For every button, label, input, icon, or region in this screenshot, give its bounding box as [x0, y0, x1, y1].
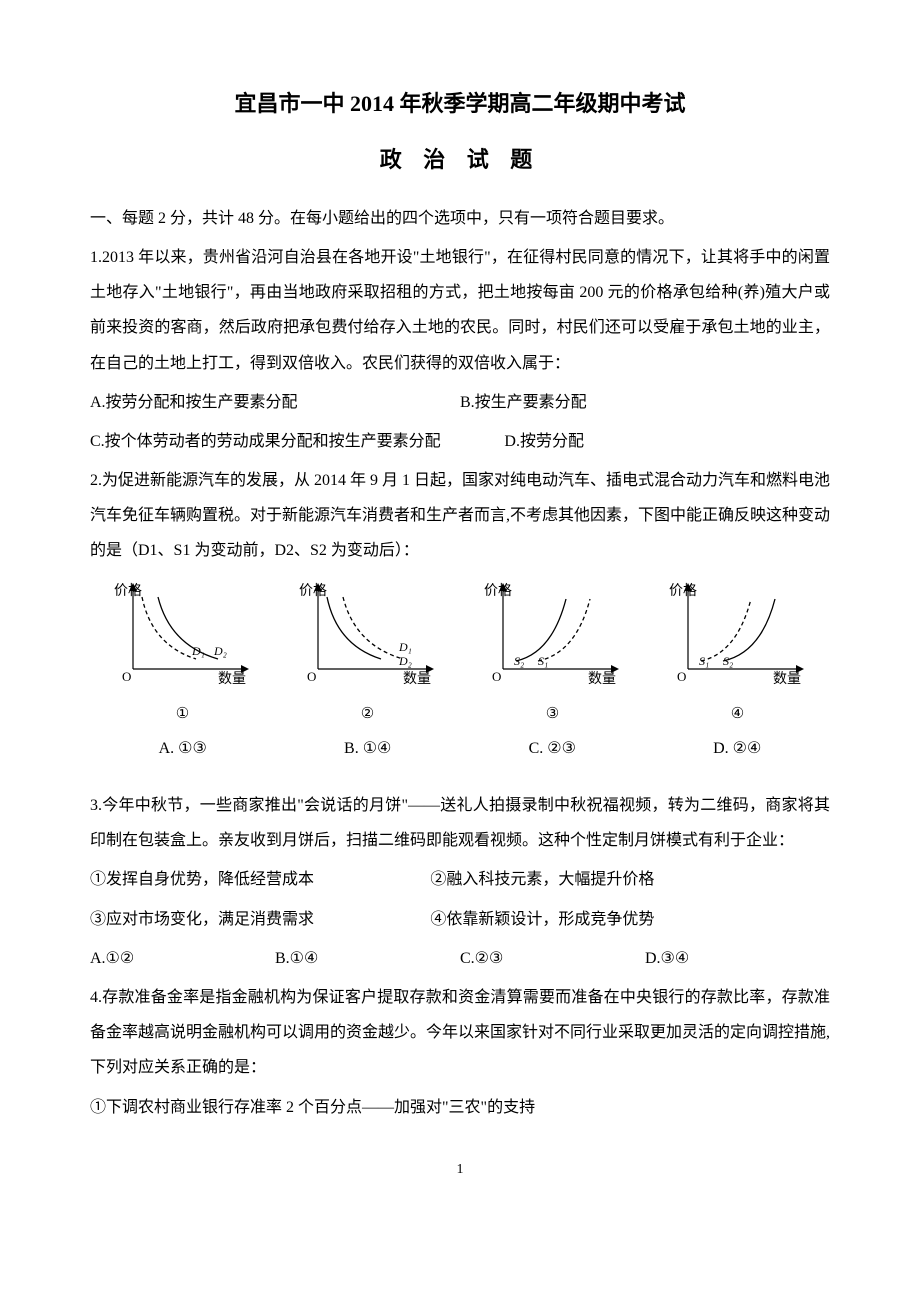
q1-option-a: A.按劳分配和按生产要素分配 [90, 385, 460, 420]
q3-item-2: ②融入科技元素，大幅提升价格 [430, 862, 830, 897]
curve-d1-label: D₁ [398, 640, 412, 654]
q3-items-row2: ③应对市场变化，满足消费需求 ④依靠新颖设计，形成竞争优势 [90, 902, 830, 937]
q2-option-b: B. ①④ [344, 731, 391, 766]
origin-label: O [307, 669, 316, 684]
curve-s2-label: S₂ [514, 654, 524, 668]
curve-s1-label: S₁ [699, 654, 709, 668]
chart-number-2: ② [288, 704, 448, 725]
q2-option-a: A. ①③ [159, 731, 207, 766]
q3-stem: 3.今年中秋节，一些商家推出"会说话的月饼"——送礼人拍摄录制中秋祝福视频，转为… [90, 788, 830, 858]
q3-item-1: ①发挥自身优势，降低经营成本 [90, 862, 430, 897]
q3-option-b: B.①④ [275, 941, 460, 976]
supply-shift-left-chart: 价格 数量 O S₁ S₂ [478, 579, 628, 689]
q3-option-d: D.③④ [645, 941, 830, 976]
q2-chart-2: 价格 数量 O D₁ D₂ ② [288, 579, 448, 725]
q2-chart-1: 价格 数量 O D₁ D₂ ① [103, 579, 263, 725]
chart-number-1: ① [103, 704, 263, 725]
exam-title-line1: 宜昌市一中 2014 年秋季学期高二年级期中考试 [90, 80, 830, 128]
q2-stem: 2.为促进新能源汽车的发展，从 2014 年 9 月 1 日起，国家对纯电动汽车… [90, 463, 830, 569]
origin-label: O [122, 669, 131, 684]
page-number: 1 [90, 1155, 830, 1186]
demand-shift-left-chart: 价格 数量 O D₁ D₂ [293, 579, 443, 689]
q2-charts: 价格 数量 O D₁ D₂ ① 价格 数量 O D₁ D₂ ② [90, 579, 830, 725]
q2-options: A. ①③ B. ①④ C. ②③ D. ②④ [90, 731, 830, 766]
q3-option-c: C.②③ [460, 941, 645, 976]
q3-item-4: ④依靠新颖设计，形成竞争优势 [430, 902, 830, 937]
curve-d2-label: D₂ [398, 654, 412, 668]
q4-item-1: ①下调农村商业银行存准率 2 个百分点——加强对"三农"的支持 [90, 1090, 830, 1125]
q2-chart-4: 价格 数量 O S₁ S₂ ④ [658, 579, 818, 725]
exam-title-line2: 政 治 试 题 [90, 136, 830, 184]
q3-items-row1: ①发挥自身优势，降低经营成本 ②融入科技元素，大幅提升价格 [90, 862, 830, 897]
x-axis-label: 数量 [588, 671, 616, 687]
q2-option-d: D. ②④ [713, 731, 761, 766]
x-axis-label: 数量 [773, 671, 801, 687]
q1-stem: 1.2013 年以来，贵州省沿河自治县在各地开设"土地银行"，在征得村民同意的情… [90, 240, 830, 381]
q3-item-3: ③应对市场变化，满足消费需求 [90, 902, 430, 937]
y-axis-label: 价格 [114, 583, 142, 599]
q1-option-c: C.按个体劳动者的劳动成果分配和按生产要素分配 [90, 424, 504, 459]
q1-option-d: D.按劳分配 [504, 424, 830, 459]
curve-d2-label: D₂ [213, 644, 227, 658]
chart-number-4: ④ [658, 704, 818, 725]
q1-option-b: B.按生产要素分配 [460, 385, 830, 420]
y-axis-label: 价格 [669, 583, 697, 599]
x-axis-label: 数量 [218, 671, 246, 687]
q3-options: A.①② B.①④ C.②③ D.③④ [90, 941, 830, 976]
curve-s1-label: S₁ [538, 654, 548, 668]
y-axis-label: 价格 [484, 583, 512, 599]
y-axis-label: 价格 [299, 583, 327, 599]
q1-options-row1: A.按劳分配和按生产要素分配 B.按生产要素分配 [90, 385, 830, 420]
q4-stem: 4.存款准备金率是指金融机构为保证客户提取存款和资金清算需要而准备在中央银行的存… [90, 980, 830, 1086]
supply-shift-right-chart: 价格 数量 O S₁ S₂ [663, 579, 813, 689]
q3-option-a: A.①② [90, 941, 275, 976]
origin-label: O [677, 669, 686, 684]
demand-shift-right-chart: 价格 数量 O D₁ D₂ [108, 579, 258, 689]
x-axis-label: 数量 [403, 671, 431, 687]
chart-number-3: ③ [473, 704, 633, 725]
q2-chart-3: 价格 数量 O S₁ S₂ ③ [473, 579, 633, 725]
q2-option-c: C. ②③ [529, 731, 576, 766]
curve-s2-label: S₂ [723, 654, 733, 668]
section-instructions: 一、每题 2 分，共计 48 分。在每小题给出的四个选项中，只有一项符合题目要求… [90, 201, 830, 236]
origin-label: O [492, 669, 501, 684]
q1-options-row2: C.按个体劳动者的劳动成果分配和按生产要素分配 D.按劳分配 [90, 424, 830, 459]
